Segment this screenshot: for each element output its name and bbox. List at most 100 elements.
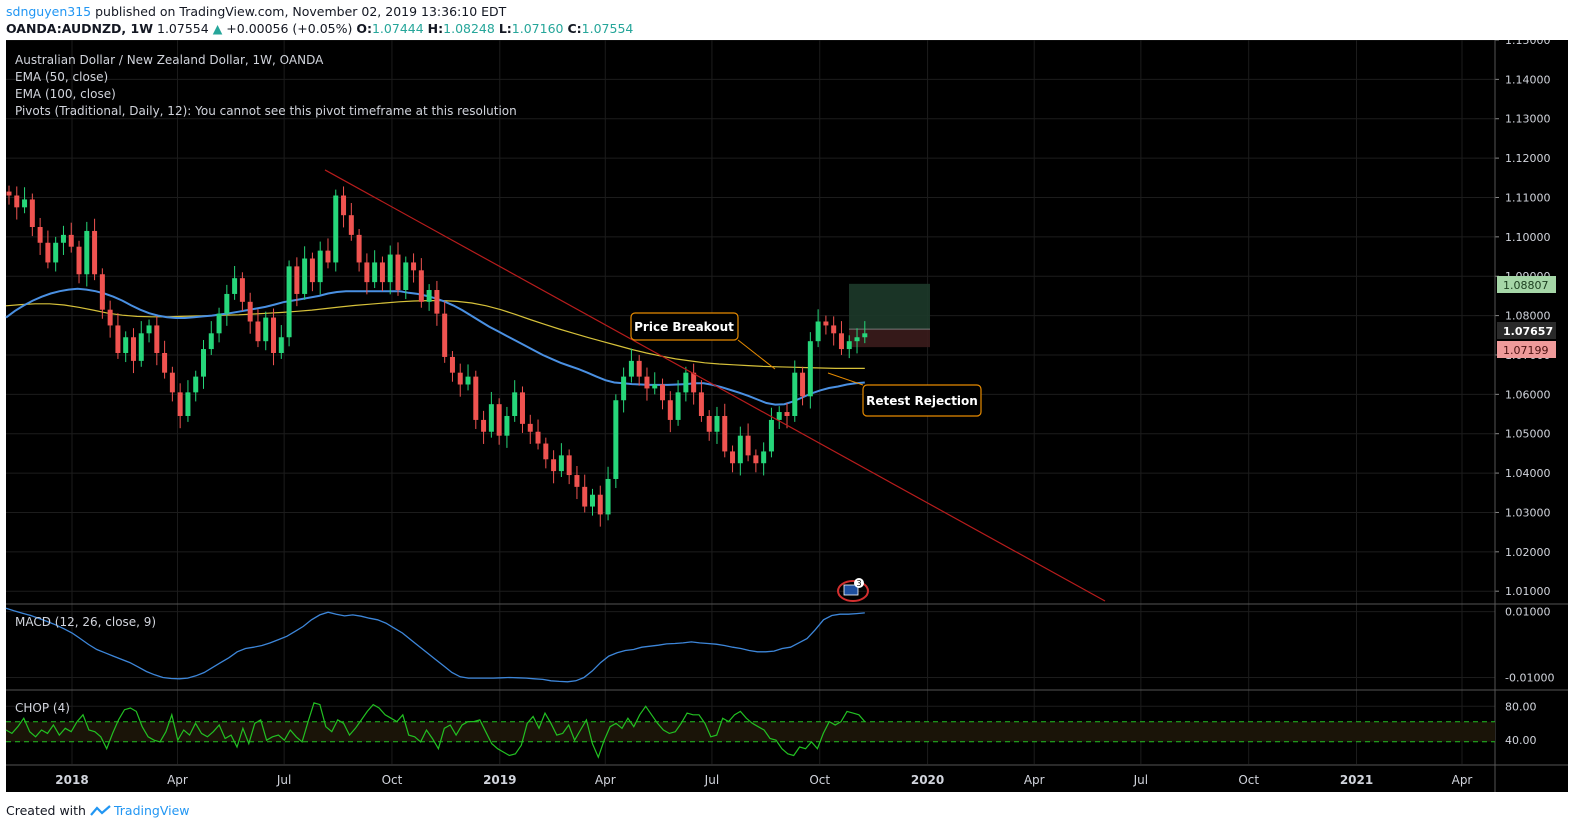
candle-body <box>278 337 284 353</box>
target-price-tag <box>1497 276 1556 293</box>
candle-body <box>37 227 43 243</box>
candle-body <box>761 451 767 464</box>
candle-body <box>22 199 28 208</box>
stop-price-tag <box>1497 341 1556 358</box>
chop-group <box>5 702 1495 759</box>
candle-body <box>706 415 712 432</box>
x-tick-label: 2021 <box>1340 773 1373 787</box>
candle-body <box>527 423 533 432</box>
candle-body <box>652 384 658 389</box>
candle-body <box>519 392 525 424</box>
candle-body <box>426 290 432 302</box>
y-tick-label: 1.15000 <box>1505 40 1551 47</box>
x-tick-label: 2020 <box>911 773 944 787</box>
retest-callout-box[interactable] <box>862 384 982 417</box>
candle-body <box>590 494 595 507</box>
high-label: H: <box>427 21 444 36</box>
breakout-callout-box[interactable] <box>630 312 739 341</box>
candle-body <box>675 392 681 420</box>
tradingview-brand: TradingView <box>113 803 190 818</box>
candle-body <box>776 412 782 420</box>
profit-zone <box>849 283 930 330</box>
candle-body <box>411 262 417 271</box>
candle-body <box>566 455 572 476</box>
y-tick-label: 1.12000 <box>1505 152 1551 165</box>
author-link[interactable]: sdnguyen315 <box>6 4 92 19</box>
change-arrow-icon: ▲ <box>212 21 223 36</box>
candle-body <box>341 195 347 216</box>
candle-body <box>76 246 82 275</box>
chop-legend[interactable]: CHOP (4) <box>15 701 70 715</box>
event-flag-icon[interactable]: 3 <box>837 578 869 602</box>
candle-body <box>309 258 315 283</box>
candle-body <box>216 313 222 334</box>
ema50-legend[interactable]: EMA (50, close) <box>15 70 108 84</box>
y-tick-label: 1.11000 <box>1505 191 1551 204</box>
x-tick-label: Apr <box>595 773 616 787</box>
candle-body <box>597 494 603 515</box>
ema100-legend[interactable]: EMA (100, close) <box>15 87 116 101</box>
candle-body <box>628 360 634 377</box>
candle-body <box>286 266 292 338</box>
candle-body <box>169 372 175 393</box>
current-price-tag <box>1497 322 1556 339</box>
close-value: 1.07554 <box>581 21 634 36</box>
x-tick-label: Apr <box>167 773 188 787</box>
candle-body <box>457 372 463 385</box>
candle-body <box>667 400 673 420</box>
chart-canvas[interactable]: 2018 Apr Jul Oct 2019 Apr Jul Oct 2020 Apr Jul Oct 2… <box>0 40 1578 795</box>
y-tick-label: 1.13000 <box>1505 113 1551 126</box>
candle-body <box>753 455 759 464</box>
chart-title: Australian Dollar / New Zealand Dollar, … <box>15 53 324 67</box>
candle-body <box>224 293 230 314</box>
open-value: 1.07444 <box>371 21 424 36</box>
macd-group <box>5 607 865 683</box>
tradingview-logo-icon <box>90 804 111 816</box>
x-tick-label: Oct <box>1238 773 1259 787</box>
candle-body <box>123 337 129 353</box>
tradingview-logo-link[interactable]: TradingView <box>90 803 190 818</box>
candle-body <box>551 459 557 472</box>
chop-line <box>5 702 866 759</box>
candle-body <box>84 230 90 275</box>
loss-zone <box>849 329 930 348</box>
candle-body <box>504 415 510 436</box>
chop-y-tick-label: 80.00 <box>1505 700 1537 713</box>
candle-body <box>823 321 829 326</box>
candle-body <box>372 262 378 283</box>
candle-body <box>325 250 331 263</box>
candle-body <box>201 349 206 377</box>
candle-body <box>698 392 704 416</box>
high-value: 1.08248 <box>443 21 495 36</box>
y-tick-label: 1.06000 <box>1505 388 1551 401</box>
candle-body <box>846 341 852 350</box>
retest-leader <box>827 372 864 386</box>
breakout-callout-text: Price Breakout <box>634 320 734 334</box>
target-price-label: 1.08807 <box>1503 279 1549 292</box>
low-value: 1.07160 <box>511 21 564 36</box>
candle-body <box>364 262 370 283</box>
candle-body <box>800 372 806 397</box>
chop-y-tick-label: 40.00 <box>1505 734 1537 747</box>
y-tick-label: 1.05000 <box>1505 428 1551 441</box>
macd-line <box>5 607 865 683</box>
candle-body <box>434 290 440 314</box>
publish-header: sdnguyen315 published on TradingView.com… <box>6 3 1566 41</box>
x-tick-label: 2019 <box>483 773 516 787</box>
y-tick-label: 1.08000 <box>1505 310 1551 323</box>
price-change: +0.00056 (+0.05%) <box>226 21 353 36</box>
candle-body <box>854 337 860 342</box>
candle-body <box>208 333 214 350</box>
candle-body <box>535 431 541 444</box>
candle-body <box>146 325 152 334</box>
candle-body <box>745 435 751 456</box>
candle-body <box>29 199 35 228</box>
candle-body <box>6 191 12 196</box>
close-label: C: <box>567 21 582 36</box>
candle-body <box>449 356 455 373</box>
macd-legend[interactable]: MACD (12, 26, close, 9) <box>15 615 156 629</box>
x-tick-label: 2018 <box>55 773 88 787</box>
retest-callout-text: Retest Rejection <box>866 394 978 408</box>
pivots-legend[interactable]: Pivots (Traditional, Daily, 12): You can… <box>15 104 517 118</box>
candle-body <box>574 475 580 487</box>
